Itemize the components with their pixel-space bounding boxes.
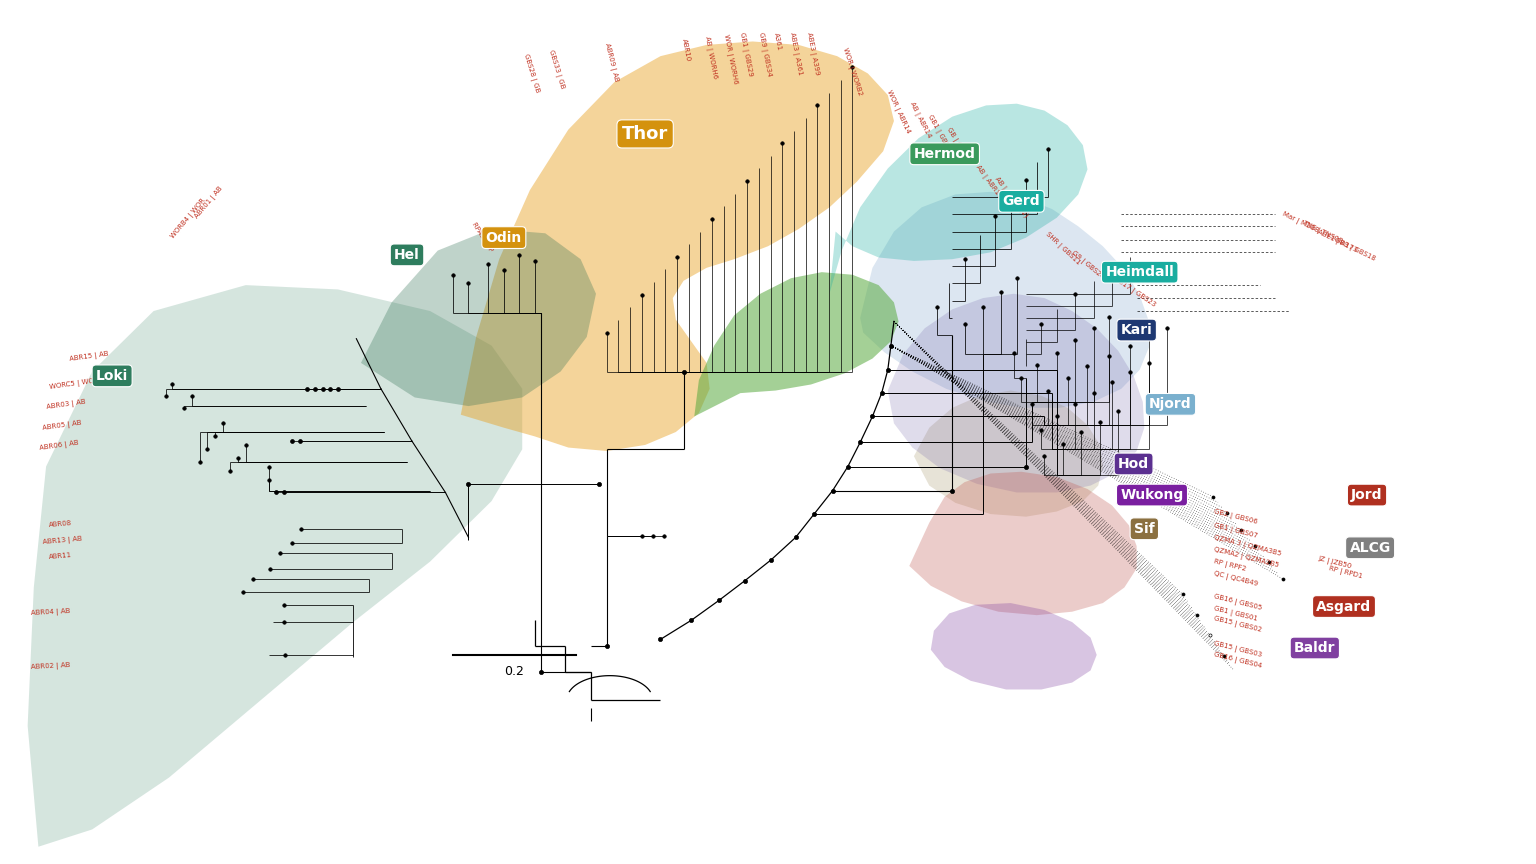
Text: Odin: Odin: [485, 231, 522, 245]
Text: AB | ABR16(2): AB | ABR16(2): [992, 176, 1029, 219]
Text: Thor: Thor: [622, 125, 668, 143]
Text: WOR | WORB2: WOR | WORB2: [842, 47, 863, 96]
Text: ABR15 | AB: ABR15 | AB: [69, 351, 109, 363]
Text: Hod: Hod: [1118, 457, 1149, 471]
Text: ABR05 | AB: ABR05 | AB: [43, 420, 83, 432]
Text: Asgard: Asgard: [1316, 600, 1372, 613]
Text: ABR08: ABR08: [49, 520, 72, 528]
Text: AB | ABR14: AB | ABR14: [908, 100, 932, 139]
Text: JZ | JZB50: JZ | JZB50: [1316, 556, 1352, 571]
Polygon shape: [28, 285, 522, 847]
Polygon shape: [914, 391, 1103, 517]
Text: TNS | TNS08: TNS | TNS08: [1301, 219, 1344, 245]
Polygon shape: [694, 272, 899, 416]
Text: Hermod: Hermod: [914, 147, 975, 161]
Text: ABR13 | AB: ABR13 | AB: [43, 536, 83, 546]
Text: Baldr: Baldr: [1293, 641, 1336, 655]
Text: RP | RPF2: RP | RPF2: [1212, 558, 1246, 573]
Polygon shape: [361, 229, 596, 406]
Text: GB16 | GBS05: GB16 | GBS05: [1212, 593, 1263, 612]
Text: Mar | M288: Mar | M288: [1281, 211, 1319, 235]
Text: AB | ABR16(1): AB | ABR16(1): [974, 164, 1009, 208]
Text: GBS33 | GB: GBS33 | GB: [547, 49, 565, 90]
Text: QC | QC4B49: QC | QC4B49: [1212, 570, 1258, 588]
Polygon shape: [461, 41, 894, 451]
Text: GB15 | GBS03: GB15 | GBS03: [1212, 640, 1263, 659]
Text: ABE3 | A399: ABE3 | A399: [805, 32, 820, 76]
Text: ABE1 | A173: ABE1 | A173: [1316, 228, 1358, 254]
Text: WOR | WORH6: WOR | WORH6: [722, 34, 739, 85]
Text: GB17 | GBS23: GB17 | GBS23: [1112, 276, 1157, 308]
Text: ABR03 | AB: ABR03 | AB: [46, 399, 86, 411]
Text: GB1 | GBS07: GB1 | GBS07: [1212, 522, 1258, 539]
Text: ABR01 | AB: ABR01 | AB: [194, 185, 224, 220]
Text: G9 | GBS24: G9 | GBS24: [1071, 250, 1104, 281]
Text: WORB4 | WOR: WORB4 | WOR: [169, 197, 207, 240]
Text: 0.2: 0.2: [505, 665, 524, 678]
Text: AB | WORH6: AB | WORH6: [703, 35, 719, 79]
Text: ABR04 | AB: ABR04 | AB: [31, 608, 71, 617]
Text: GB16 | GBS04: GB16 | GBS04: [1212, 651, 1263, 670]
Text: GB1 | GBS01: GB1 | GBS01: [1212, 605, 1258, 622]
Polygon shape: [909, 472, 1137, 615]
Text: QZMA 3 | QZMA3B5: QZMA 3 | QZMA3B5: [1212, 534, 1281, 557]
Text: Njord: Njord: [1149, 397, 1192, 411]
Polygon shape: [860, 192, 1149, 408]
Text: ABR11: ABR11: [49, 552, 72, 560]
Text: GB2 | GBS06: GB2 | GBS06: [1212, 508, 1258, 525]
Text: GB9 | GBS18: GB9 | GBS18: [1333, 237, 1376, 263]
Text: ABE3 | A361: ABE3 | A361: [788, 32, 803, 76]
Text: Loki: Loki: [97, 369, 127, 383]
Text: WOR | ABR14: WOR | ABR14: [885, 89, 911, 135]
Text: A361: A361: [773, 32, 782, 51]
Text: Sif: Sif: [1134, 522, 1155, 536]
Text: Jord: Jord: [1352, 488, 1382, 502]
Text: Hel: Hel: [395, 248, 419, 262]
Polygon shape: [931, 603, 1097, 689]
Text: GB1 | GBS08: GB1 | GBS08: [926, 114, 954, 156]
Text: ALCG: ALCG: [1350, 541, 1390, 555]
Text: Wukong: Wukong: [1120, 488, 1184, 502]
Text: WORC5 | WOR: WORC5 | WOR: [49, 377, 98, 391]
Text: ABR09 | AB: ABR09 | AB: [604, 42, 619, 82]
Text: ABR10: ABR10: [680, 38, 691, 62]
Polygon shape: [829, 104, 1087, 294]
Text: RPA3 | RP: RPA3 | RP: [470, 221, 493, 253]
Text: GB9 | GBS34: GB9 | GBS34: [757, 32, 773, 78]
Text: Kari: Kari: [1121, 323, 1152, 337]
Text: ABR06 | AB: ABR06 | AB: [40, 440, 80, 452]
Text: GB | GBS09: GB | GBS09: [945, 126, 971, 164]
Text: ABR02 | AB: ABR02 | AB: [31, 662, 71, 670]
Text: Heimdall: Heimdall: [1106, 265, 1174, 279]
Text: QZMA2 | QZMA2B5: QZMA2 | QZMA2B5: [1212, 546, 1279, 569]
Polygon shape: [888, 294, 1144, 492]
Text: SHR | GBS11: SHR | GBS11: [1043, 231, 1081, 266]
Text: GB15 | GBS02: GB15 | GBS02: [1212, 615, 1263, 634]
Text: GBS28 | GB: GBS28 | GB: [522, 53, 541, 93]
Text: Gerd: Gerd: [1003, 194, 1040, 208]
Text: RP | RPD1: RP | RPD1: [1327, 565, 1362, 581]
Text: GB1 | GBS29: GB1 | GBS29: [739, 32, 754, 78]
